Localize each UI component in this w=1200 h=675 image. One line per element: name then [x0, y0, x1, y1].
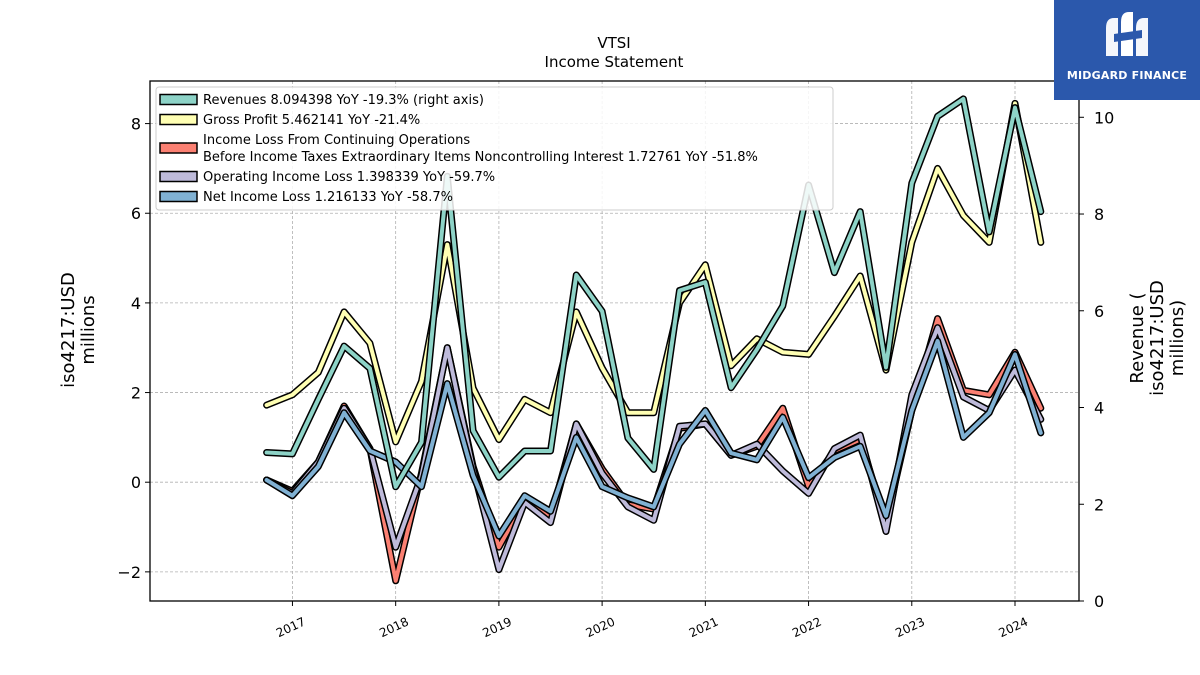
y-axis-right-label-line: millions): [1167, 300, 1188, 376]
x-tick-label: 2021: [687, 615, 721, 641]
legend-box: [155, 86, 834, 211]
legend: Revenues 8.094398 YoY -19.3% (right axis…: [155, 86, 834, 211]
legend-label: Revenues 8.094398 YoY -19.3% (right axis…: [203, 93, 484, 108]
chart-title: VTSI: [597, 34, 630, 52]
legend-label: Income Loss From Continuing Operations: [203, 133, 470, 148]
y-right-tick-label: 6: [1094, 302, 1104, 321]
y-axis-right-label-line: iso4217:USD: [1147, 280, 1168, 396]
y-right-tick-label: 10: [1094, 108, 1114, 127]
legend-label: Operating Income Loss 1.398339 YoY -59.7…: [203, 170, 495, 185]
series-line: [264, 96, 1043, 489]
midgard-finance-logo: MIDGARD FINANCE: [1054, 0, 1200, 100]
series-line: [264, 339, 1043, 538]
plot-frame: [149, 80, 1080, 602]
x-tick-label: 2018: [377, 615, 411, 641]
series-line: [264, 101, 1043, 444]
y-axis-right-label: Revenue (iso4217:USD millions): [1127, 280, 1188, 396]
series-3: [263, 337, 1045, 540]
y-axis-left-label: iso4217:USD millions: [58, 272, 99, 388]
y-left-tick-label: −2: [117, 563, 141, 582]
midgard-logo-icon: [1106, 12, 1148, 56]
x-tick-label: 2022: [790, 615, 824, 641]
series-2: [263, 324, 1045, 574]
legend-swatch: [159, 113, 198, 126]
y-axis-right-label-line: Revenue (: [1127, 292, 1148, 383]
series-layer: [263, 95, 1045, 585]
legend-swatch: [159, 170, 198, 183]
series-0: [263, 99, 1045, 446]
y-axis-left-label-line: millions: [78, 295, 99, 364]
x-tick-label: 2017: [274, 615, 308, 641]
y-left-tick-label: 8: [131, 115, 141, 134]
legend-swatch: [159, 190, 198, 203]
y-right-tick-label: 8: [1094, 205, 1104, 224]
x-tick-label: 2023: [893, 615, 927, 641]
y-left-tick-label: 0: [131, 473, 141, 492]
series-line: [264, 325, 1043, 572]
x-tick-label: 2020: [584, 615, 618, 641]
y-left-tick-label: 4: [131, 294, 141, 313]
legend-label: Before Income Taxes Extraordinary Items …: [203, 150, 758, 165]
x-tick-label: 2024: [997, 615, 1031, 641]
y-right-tick-label: 4: [1094, 399, 1104, 418]
y-axis-left-label-line: iso4217:USD: [58, 272, 79, 388]
series-4: [263, 95, 1045, 491]
legend-label: Net Income Loss 1.216133 YoY -58.7%: [203, 190, 453, 205]
logo-text: MIDGARD FINANCE: [1066, 69, 1188, 82]
x-tick-label: 2019: [480, 615, 514, 641]
chart-subtitle: Income Statement: [545, 53, 684, 71]
legend-label: Gross Profit 5.462141 YoY -21.4%: [203, 113, 420, 128]
legend-swatch: [159, 142, 198, 154]
y-left-tick-label: 2: [131, 384, 141, 403]
legend-swatch: [159, 93, 198, 106]
y-right-tick-label: 0: [1094, 592, 1104, 611]
y-right-tick-label: 2: [1094, 495, 1104, 514]
y-left-tick-label: 6: [131, 204, 141, 223]
